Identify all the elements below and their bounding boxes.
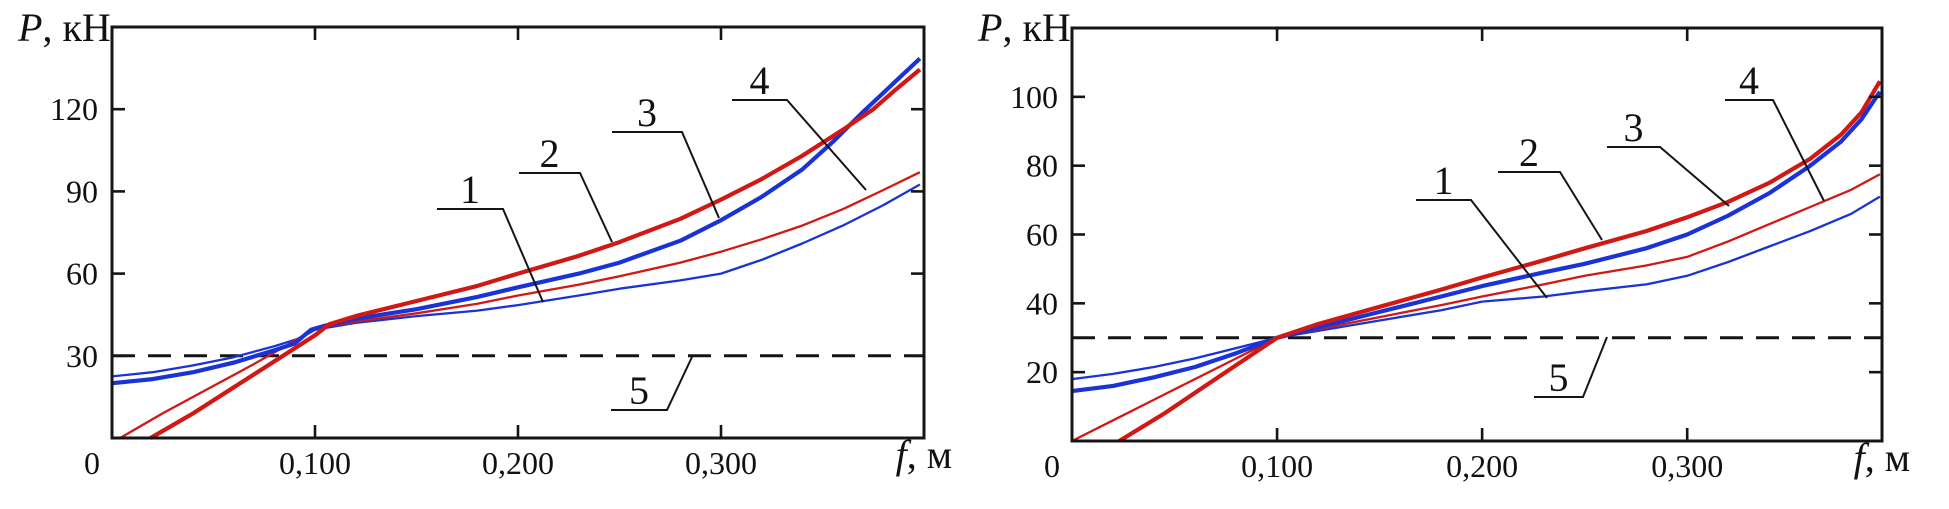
callout-label-1: 1 (460, 167, 480, 212)
callout-label-1: 1 (1434, 158, 1454, 203)
callout-leader-1 (1416, 199, 1548, 299)
x-tick-label: 0,100 (1241, 448, 1313, 484)
x-tick-label: 0,100 (279, 445, 351, 481)
y-tick-label: 20 (1026, 354, 1058, 390)
callout-leader-4 (1725, 99, 1825, 202)
chart-right: 0 0,100 0,200 0,300 20 40 60 80 100 P, кН f, м 1 2 3 4… (977, 5, 1910, 484)
callout-label-3: 3 (637, 90, 657, 135)
y-tick-label: 80 (1026, 148, 1058, 184)
y-tick-label: 90 (66, 173, 98, 209)
curve-3-blue-thick (111, 56, 922, 386)
x-tick-label: 0,300 (685, 445, 757, 481)
x-axis-title: f, м (1854, 435, 1910, 480)
curve-1-blue-thin (1071, 195, 1881, 381)
x-tick-label: 0 (84, 445, 100, 481)
callout-leader-3 (1607, 146, 1730, 207)
y-tick-label: 60 (66, 256, 98, 292)
callout-leader-3 (612, 131, 720, 219)
y-tick-label: 120 (50, 91, 98, 127)
y-axis-title: P, кН (977, 5, 1071, 50)
callout-leader-2 (519, 172, 613, 243)
callout-leader-1 (437, 208, 544, 303)
callout-leader-4 (732, 99, 867, 191)
x-tick-label: 0 (1044, 448, 1060, 484)
chart-left: 0 0,100 0,200 0,300 30 60 90 120 P, кН f, м 1 2 3 4 5 (17, 5, 952, 481)
callout-label-2: 2 (540, 131, 560, 176)
callout-label-3: 3 (1624, 105, 1644, 150)
curve-2-red-thick (1118, 80, 1882, 443)
callout-label-4: 4 (1739, 58, 1759, 103)
y-tick-label: 100 (1010, 79, 1058, 115)
callout-label-2: 2 (1519, 130, 1539, 175)
x-axis-title: f, м (896, 432, 952, 477)
curve-3-blue-thick (1071, 90, 1882, 394)
plot-border (110, 25, 926, 440)
callout-leader-5 (1534, 336, 1608, 398)
y-tick-label: 40 (1026, 285, 1058, 321)
curve-2-red-thick (149, 67, 922, 440)
callout-label-5: 5 (1549, 355, 1569, 400)
curve-4-red-thin (119, 171, 921, 439)
x-tick-label: 0,200 (1446, 448, 1518, 484)
callout-label-4: 4 (750, 58, 770, 103)
callout-label-5: 5 (629, 368, 649, 413)
curve-4-red-thin (1071, 173, 1881, 443)
x-tick-label: 0,300 (1651, 448, 1723, 484)
y-tick-label: 30 (66, 338, 98, 374)
curve-1-blue-thin (111, 183, 921, 378)
callout-leader-5 (611, 356, 693, 411)
x-tick-label: 0,200 (482, 445, 554, 481)
y-tick-label: 60 (1026, 217, 1058, 253)
callout-leader-2 (1498, 171, 1603, 241)
y-axis-title: P, кН (17, 5, 111, 50)
